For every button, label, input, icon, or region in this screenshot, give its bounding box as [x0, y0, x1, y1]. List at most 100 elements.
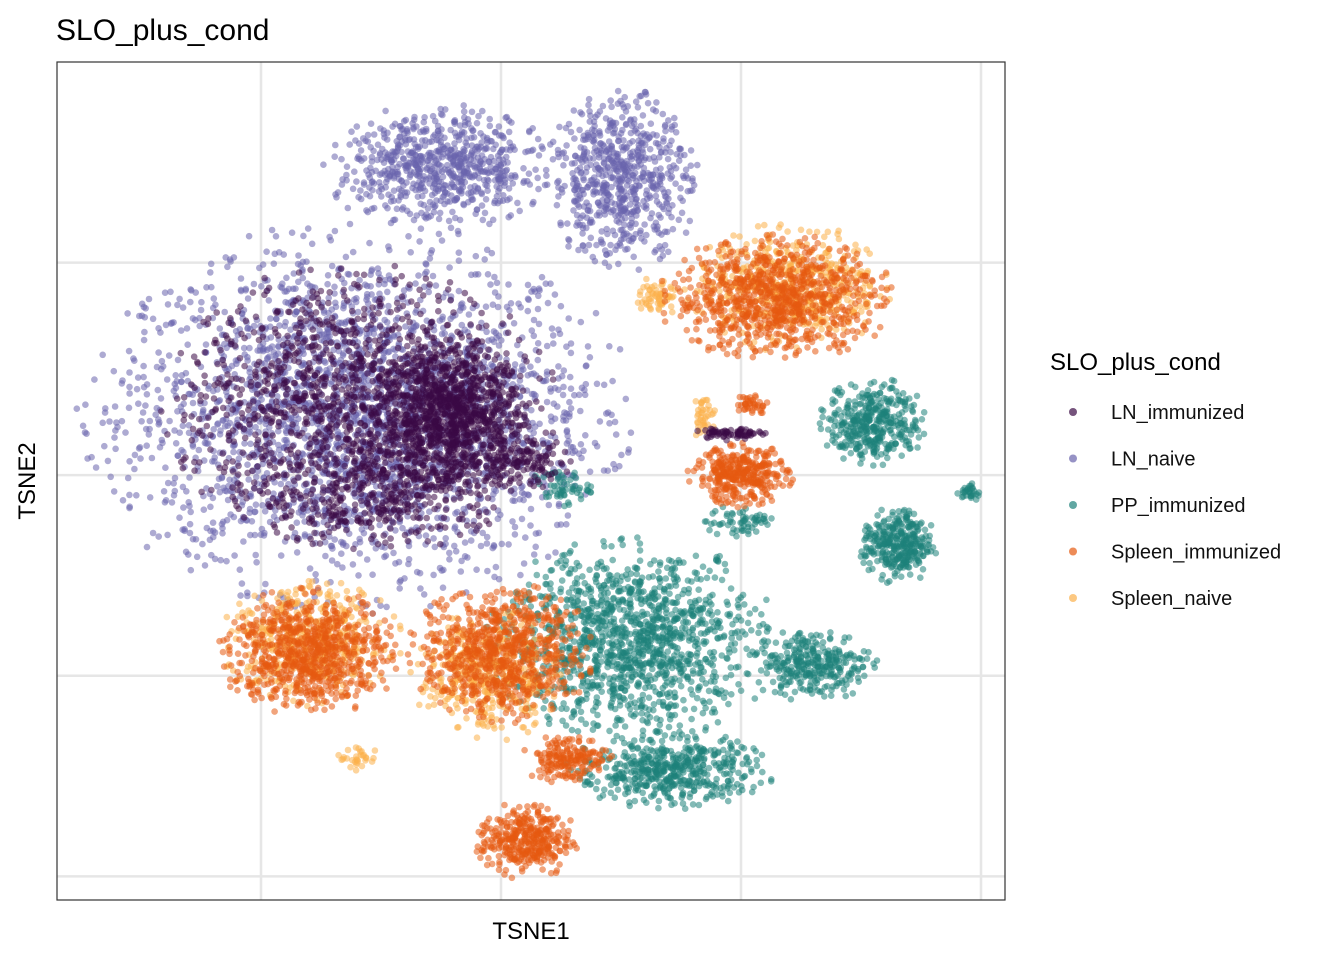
data-point [251, 508, 258, 516]
data-point [659, 110, 667, 118]
data-point [530, 316, 538, 324]
data-point [435, 230, 443, 238]
data-point [331, 283, 338, 291]
data-point [428, 138, 436, 145]
data-point [656, 175, 664, 183]
data-point [618, 617, 626, 624]
data-point [635, 266, 643, 274]
data-point [376, 290, 383, 298]
data-point [574, 728, 582, 735]
data-point [731, 646, 738, 654]
data-point [587, 234, 595, 242]
data-point [426, 255, 434, 262]
data-point [246, 344, 253, 352]
data-point [268, 226, 276, 234]
data-point [571, 135, 578, 142]
data-point [532, 543, 539, 551]
data-point [665, 248, 672, 256]
data-point [179, 526, 186, 533]
data-point [135, 400, 142, 408]
data-point [201, 562, 209, 569]
data-point [405, 556, 413, 563]
data-point [393, 152, 400, 160]
data-point [625, 671, 632, 678]
data-point [261, 360, 269, 367]
data-point [154, 386, 162, 394]
data-point [366, 239, 373, 247]
data-point [245, 232, 253, 240]
data-point [142, 425, 150, 433]
data-point [602, 632, 610, 640]
data-point [193, 553, 201, 561]
data-point [643, 718, 650, 725]
data-point [567, 596, 575, 604]
data-point [488, 168, 496, 175]
data-point [444, 166, 452, 173]
data-point [483, 246, 491, 254]
data-point [583, 164, 591, 171]
data-point [138, 300, 146, 308]
data-point [230, 254, 238, 261]
data-point [545, 501, 553, 509]
data-point [542, 280, 550, 288]
data-point [328, 557, 336, 564]
data-point [437, 105, 445, 113]
data-point [485, 158, 492, 165]
data-point [258, 525, 266, 533]
data-point [555, 363, 562, 370]
data-point [356, 550, 364, 557]
data-point [158, 357, 166, 365]
data-point [140, 383, 148, 391]
data-point [240, 344, 248, 352]
data-point [346, 141, 354, 148]
data-point [583, 690, 591, 698]
data-point [207, 503, 214, 511]
data-point [676, 145, 683, 153]
data-point [460, 102, 468, 109]
data-point [739, 591, 747, 599]
data-point [288, 229, 296, 236]
data-point [420, 118, 428, 126]
data-point [607, 193, 614, 200]
data-point [308, 240, 316, 248]
data-point [275, 446, 283, 454]
data-point [356, 538, 364, 546]
data-point [481, 256, 489, 263]
data-point [155, 533, 162, 540]
data-point [495, 176, 502, 183]
data-point [237, 286, 245, 294]
data-point [179, 483, 187, 491]
data-point [600, 160, 608, 167]
data-point [112, 427, 119, 434]
data-point [478, 189, 485, 196]
data-point [717, 624, 724, 632]
data-point [468, 271, 475, 279]
data-point [353, 123, 361, 130]
data-point [395, 176, 403, 183]
data-point [617, 130, 625, 137]
data-point [386, 348, 393, 355]
data-point [652, 107, 660, 115]
data-point [187, 508, 194, 516]
data-point [135, 445, 143, 452]
data-point [455, 287, 463, 295]
data-point [727, 585, 735, 592]
data-point [111, 434, 118, 441]
data-point [522, 148, 529, 156]
data-point [159, 439, 166, 447]
data-point [293, 549, 301, 556]
data-point [467, 537, 475, 544]
data-point [265, 297, 273, 304]
data-point [656, 154, 663, 161]
data-point [520, 165, 527, 172]
data-point [534, 356, 542, 364]
data-point [601, 259, 609, 267]
data-point [669, 225, 677, 233]
data-point [564, 220, 571, 227]
data-point [677, 185, 684, 192]
data-point [280, 251, 288, 258]
data-point [526, 181, 534, 188]
data-point [244, 324, 252, 332]
data-point [189, 443, 197, 450]
data-point [203, 284, 210, 291]
